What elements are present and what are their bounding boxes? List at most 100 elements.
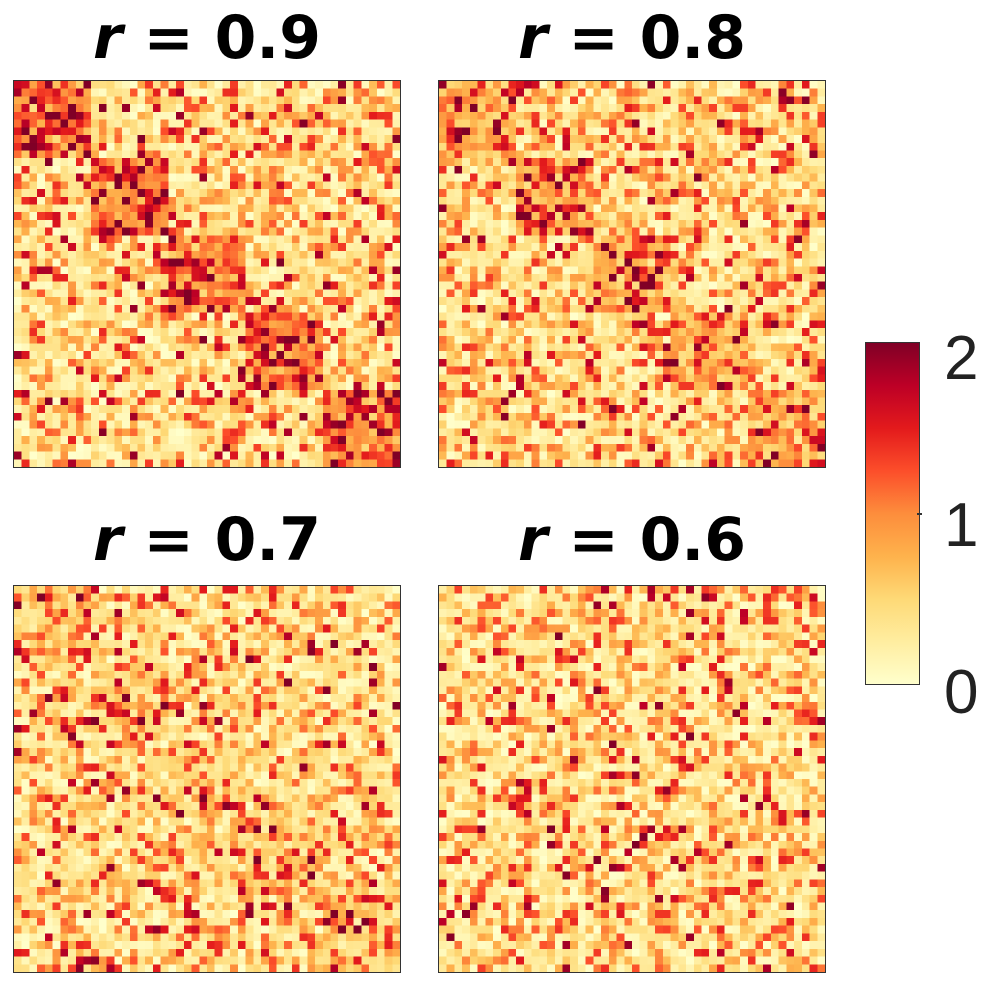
heatmap-cell (37, 258, 46, 267)
heatmap-cell (122, 111, 130, 120)
heatmap-cell (152, 436, 161, 444)
heatmap-cell (14, 420, 22, 429)
heatmap-cell (230, 297, 239, 306)
heatmap-cell (129, 374, 138, 383)
heatmap-cell (469, 374, 478, 383)
heatmap-cell (763, 320, 772, 329)
heatmap-cell (778, 420, 787, 429)
heatmap-cell (369, 119, 377, 128)
heatmap-cell (662, 358, 671, 367)
heatmap-cell (75, 328, 84, 336)
heatmap-cell (446, 258, 455, 267)
heatmap-cell (122, 382, 130, 390)
heatmap-cell (376, 459, 385, 467)
heatmap-cell (176, 289, 184, 298)
heatmap-cell (168, 412, 177, 421)
heatmap-cell (716, 127, 725, 136)
heatmap-cell (122, 212, 130, 221)
heatmap-cell (29, 96, 38, 105)
heatmap-cell (230, 281, 239, 290)
heatmap-cell (60, 436, 69, 444)
heatmap-cell (191, 135, 200, 143)
heatmap-cell (322, 227, 331, 236)
heatmap-cell (44, 119, 53, 128)
heatmap-cell (268, 297, 277, 306)
heatmap-cell (222, 420, 231, 429)
heatmap-cell (199, 212, 208, 221)
heatmap-cell (369, 127, 377, 136)
heatmap-cell (299, 227, 308, 236)
heatmap-cell (222, 219, 231, 228)
heatmap-cell (176, 111, 184, 120)
heatmap-cell (98, 173, 107, 182)
heatmap-cell (601, 297, 609, 306)
heatmap-cell (639, 366, 648, 375)
heatmap-cell (516, 289, 525, 298)
heatmap-cell (369, 405, 377, 414)
heatmap-cell (214, 212, 223, 221)
heatmap-cell (268, 405, 277, 414)
heatmap-cell (608, 443, 617, 452)
heatmap-cell (462, 451, 471, 460)
heatmap-cell (376, 389, 385, 398)
heatmap-cell (160, 358, 169, 367)
heatmap-cell (547, 335, 555, 344)
heatmap-cell (276, 389, 285, 398)
heatmap-cell (361, 320, 370, 329)
heatmap-cell (222, 274, 231, 282)
heatmap-cell (307, 258, 316, 267)
heatmap-cell (168, 158, 177, 167)
heatmap-cell (740, 420, 748, 429)
heatmap-cell (817, 312, 825, 321)
heatmap-cell (106, 443, 115, 452)
heatmap-cell (245, 397, 254, 406)
heatmap-cell (678, 328, 687, 336)
heatmap-cell (747, 196, 756, 205)
heatmap-cell (21, 158, 30, 167)
heatmap-cell (183, 189, 192, 197)
heatmap-cell (145, 320, 154, 329)
heatmap-cell (724, 119, 733, 128)
heatmap-cell (701, 412, 710, 421)
heatmap-cell (516, 443, 525, 452)
heatmap-cell (469, 81, 478, 89)
heatmap-cell (500, 358, 509, 367)
heatmap-cell (291, 304, 300, 313)
heatmap-cell (593, 158, 602, 167)
heatmap-cell (624, 443, 633, 452)
heatmap-cell (75, 420, 84, 429)
heatmap-cell (14, 135, 22, 143)
heatmap-cell (747, 135, 756, 143)
heatmap-cell (145, 405, 154, 414)
heatmap-cell (29, 374, 38, 383)
heatmap-cell (384, 428, 393, 437)
heatmap-cell (268, 266, 277, 275)
heatmap-cell (585, 135, 594, 143)
heatmap-cell (655, 358, 664, 367)
heatmap-cell (222, 451, 231, 460)
heatmap-cell (114, 412, 123, 421)
heatmap-cell (585, 412, 594, 421)
heatmap-cell (392, 304, 400, 313)
heatmap-cell (500, 382, 509, 390)
heatmap-cell (577, 366, 586, 375)
heatmap-cell (500, 436, 509, 444)
heatmap-cell (624, 227, 633, 236)
heatmap-cell (376, 320, 385, 329)
heatmap-cell (168, 297, 177, 306)
heatmap-cell (817, 250, 825, 259)
heatmap-cell (577, 212, 586, 221)
heatmap-cell (98, 158, 107, 167)
heatmap-cell (778, 165, 787, 174)
heatmap-cell (14, 436, 22, 444)
heatmap-cell (554, 165, 563, 174)
heatmap-cell (763, 428, 772, 437)
heatmap-cell (686, 312, 694, 321)
heatmap-cell (37, 281, 46, 290)
heatmap-cell (75, 374, 84, 383)
heatmap-cell (129, 274, 138, 282)
heatmap-cell (338, 289, 347, 298)
heatmap-cell (106, 412, 115, 421)
heatmap-cell (369, 358, 377, 367)
heatmap-cell (601, 88, 609, 97)
